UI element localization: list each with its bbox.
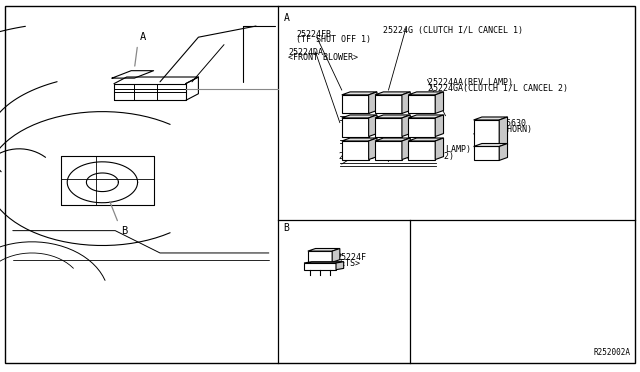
Text: (HORN): (HORN) xyxy=(502,125,532,134)
Polygon shape xyxy=(499,144,508,160)
Bar xyxy=(474,120,499,148)
Text: 25224FB: 25224FB xyxy=(296,30,332,39)
Bar xyxy=(375,118,402,137)
Text: A: A xyxy=(284,13,289,23)
Text: (TF SHUT OFF 1): (TF SHUT OFF 1) xyxy=(296,35,371,44)
Bar xyxy=(342,95,369,113)
Bar xyxy=(308,251,332,262)
Text: B: B xyxy=(122,226,128,236)
Bar xyxy=(342,118,369,137)
Polygon shape xyxy=(342,92,377,95)
Polygon shape xyxy=(342,138,377,141)
Polygon shape xyxy=(369,92,377,113)
Polygon shape xyxy=(402,92,410,113)
Polygon shape xyxy=(375,92,410,95)
Bar xyxy=(408,95,435,113)
Polygon shape xyxy=(499,117,508,148)
Polygon shape xyxy=(375,115,410,118)
Polygon shape xyxy=(474,144,508,147)
Text: <ETS>: <ETS> xyxy=(336,259,361,267)
Text: 25224DA: 25224DA xyxy=(288,48,323,57)
Polygon shape xyxy=(308,248,340,251)
Polygon shape xyxy=(375,138,410,141)
Bar xyxy=(474,147,499,160)
Polygon shape xyxy=(304,262,344,263)
Bar xyxy=(408,141,435,160)
Polygon shape xyxy=(402,138,410,160)
Polygon shape xyxy=(402,115,410,137)
Text: R252002A: R252002A xyxy=(593,348,630,357)
Bar xyxy=(408,118,435,137)
Text: B: B xyxy=(284,223,289,233)
Polygon shape xyxy=(435,115,444,137)
Polygon shape xyxy=(408,138,444,141)
Text: 25224GA(CLUTCH I/L CANCEL 2): 25224GA(CLUTCH I/L CANCEL 2) xyxy=(428,84,568,93)
Text: 25224F: 25224F xyxy=(336,253,366,262)
Polygon shape xyxy=(342,115,377,118)
Polygon shape xyxy=(435,138,444,160)
Polygon shape xyxy=(408,115,444,118)
Polygon shape xyxy=(408,92,444,95)
Text: 25224G (CLUTCH I/L CANCEL 1): 25224G (CLUTCH I/L CANCEL 1) xyxy=(383,26,523,35)
Text: A: A xyxy=(140,32,146,42)
Text: 25224AD(STOP LAMP): 25224AD(STOP LAMP) xyxy=(381,145,472,154)
Text: <FRONT BLOWER>: <FRONT BLOWER> xyxy=(288,53,358,62)
Polygon shape xyxy=(369,115,377,137)
Text: 25224FC (TF SHUT OFF 2): 25224FC (TF SHUT OFF 2) xyxy=(339,152,454,161)
Text: 25630: 25630 xyxy=(502,119,527,128)
Polygon shape xyxy=(474,117,508,120)
Bar xyxy=(375,141,402,160)
Bar xyxy=(304,263,336,270)
Bar xyxy=(342,141,369,160)
Polygon shape xyxy=(336,262,344,270)
Polygon shape xyxy=(369,138,377,160)
Polygon shape xyxy=(332,248,340,262)
Bar xyxy=(375,95,402,113)
Text: 25224AA(REV LAMP): 25224AA(REV LAMP) xyxy=(428,78,513,87)
Polygon shape xyxy=(435,92,444,113)
